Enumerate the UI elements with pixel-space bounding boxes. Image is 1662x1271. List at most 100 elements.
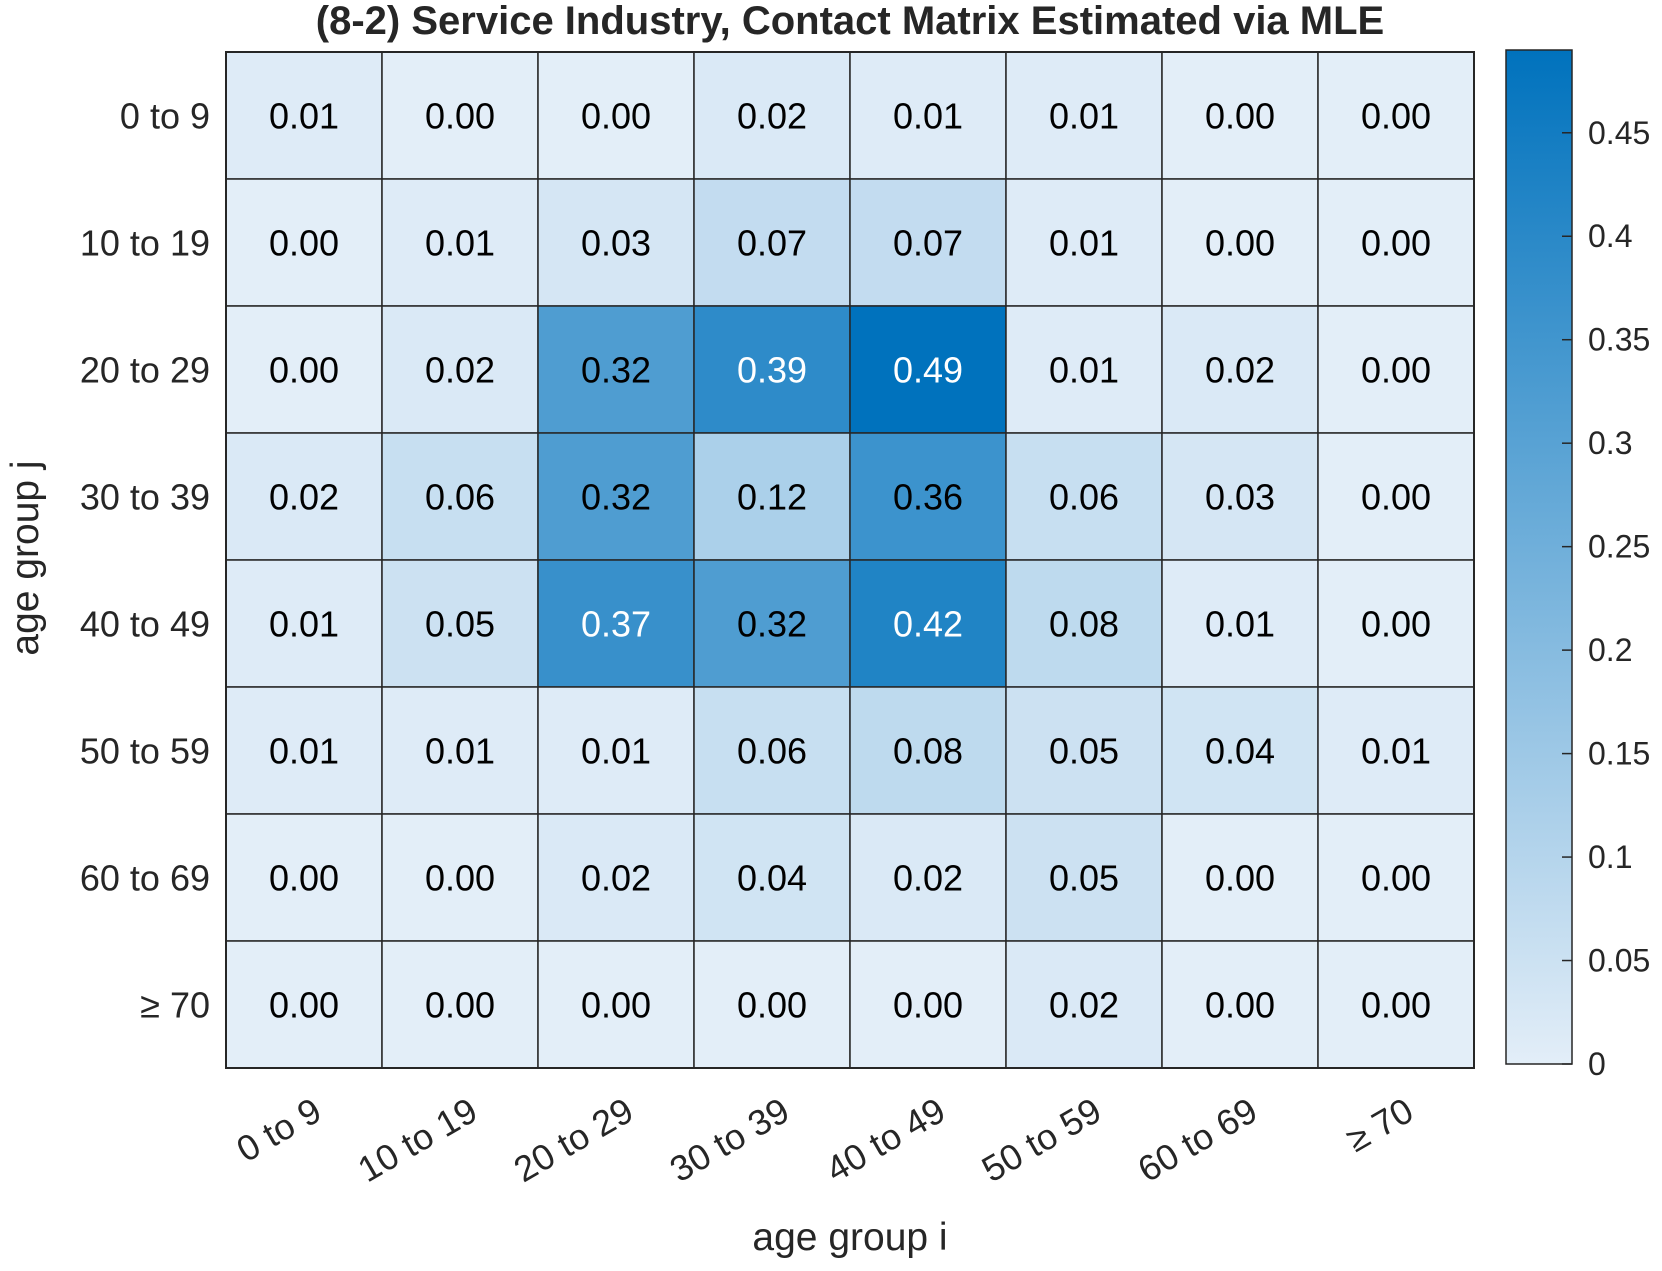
cell-value-label: 0.01 <box>425 731 495 772</box>
cell-value-label: 0.00 <box>1361 96 1431 137</box>
cell-value-label: 0.01 <box>269 731 339 772</box>
colorbar-tick-label: 0.05 <box>1588 943 1650 979</box>
heatmap-cell <box>381 305 539 434</box>
heatmap-cell <box>381 813 539 942</box>
chart-title: (8-2) Service Industry, Contact Matrix E… <box>316 0 1384 43</box>
heatmap-cell <box>849 559 1007 688</box>
y-tick-labels: 0 to 9 10 to 19 20 to 29 30 to 39 40 to 49 50… <box>80 96 210 1026</box>
heatmap-cells: 0.01 0.00 0.00 0.02 0.01 0.01 0.00 0.00 0.00 0.01… <box>225 51 1475 1069</box>
cell-value-label: 0.32 <box>737 604 807 645</box>
colorbar-tick-label: 0 <box>1588 1046 1606 1082</box>
heatmap-cell <box>1005 813 1163 942</box>
y-tick-label: 0 to 9 <box>120 96 210 137</box>
heatmap-cell <box>381 178 539 307</box>
heatmap-cell <box>849 432 1007 561</box>
cell-value-label: 0.00 <box>1361 223 1431 264</box>
colorbar-tick-label: 0.3 <box>1588 425 1632 461</box>
heatmap-cell <box>225 432 383 561</box>
y-tick-label: ≥ 70 <box>140 985 210 1026</box>
cell-value-label: 0.06 <box>1049 477 1119 518</box>
heatmap-cell <box>1161 432 1319 561</box>
heatmap-cell <box>225 51 383 180</box>
cell-value-label: 0.32 <box>581 350 651 391</box>
heatmap-cell <box>537 686 695 815</box>
heatmap-cell <box>1005 686 1163 815</box>
x-tick-label: 40 to 49 <box>819 1089 952 1190</box>
cell-value-label: 0.00 <box>269 985 339 1026</box>
cell-value-label: 0.39 <box>737 350 807 391</box>
colorbar: 0 0.05 0.1 0.15 0.2 0.25 0.3 0.35 0.4 0.45 <box>1505 49 1650 1082</box>
cell-value-label: 0.01 <box>581 731 651 772</box>
y-tick-label: 10 to 19 <box>80 223 210 264</box>
heatmap-cell <box>1317 813 1475 942</box>
heatmap-cell <box>537 432 695 561</box>
cell-value-label: 0.03 <box>1205 477 1275 518</box>
cell-value-label: 0.05 <box>1049 858 1119 899</box>
cell-value-label: 0.06 <box>737 731 807 772</box>
cell-value-label: 0.02 <box>1049 985 1119 1026</box>
cell-value-label: 0.00 <box>893 985 963 1026</box>
heatmap-cell <box>1317 686 1475 815</box>
cell-value-label: 0.08 <box>1049 604 1119 645</box>
heatmap-cell <box>849 305 1007 434</box>
heatmap-cell <box>1317 51 1475 180</box>
cell-value-label: 0.01 <box>1049 223 1119 264</box>
cell-value-label: 0.00 <box>1205 96 1275 137</box>
cell-value-label: 0.00 <box>1361 477 1431 518</box>
cell-value-label: 0.03 <box>581 223 651 264</box>
heatmap-cell <box>1161 686 1319 815</box>
x-tick-label: 60 to 69 <box>1131 1089 1264 1190</box>
cell-value-label: 0.00 <box>1205 985 1275 1026</box>
heatmap-cell <box>1161 813 1319 942</box>
cell-value-label: 0.00 <box>581 985 651 1026</box>
y-axis-label: age group j <box>4 460 47 655</box>
cell-value-label: 0.01 <box>425 223 495 264</box>
cell-value-label: 0.00 <box>1361 350 1431 391</box>
cell-value-label: 0.00 <box>1361 985 1431 1026</box>
heatmap-cell <box>1005 51 1163 180</box>
cell-value-label: 0.05 <box>425 604 495 645</box>
heatmap-cell <box>225 813 383 942</box>
heatmap-cell <box>849 178 1007 307</box>
cell-value-label: 0.02 <box>425 350 495 391</box>
heatmap-cell <box>1005 305 1163 434</box>
colorbar-tick-label: 0.25 <box>1588 529 1650 565</box>
cell-value-label: 0.42 <box>893 604 963 645</box>
cell-value-label: 0.12 <box>737 477 807 518</box>
y-tick-label: 60 to 69 <box>80 858 210 899</box>
cell-value-label: 0.00 <box>269 350 339 391</box>
cell-value-label: 0.49 <box>893 350 963 391</box>
cell-value-label: 0.02 <box>737 96 807 137</box>
heatmap-cell <box>849 686 1007 815</box>
heatmap-cell <box>537 813 695 942</box>
cell-value-label: 0.08 <box>893 731 963 772</box>
x-tick-labels: 0 to 9 10 to 19 20 to 29 30 to 39 40 to 49 50… <box>229 1089 1420 1190</box>
heatmap-cell <box>849 940 1007 1069</box>
y-tick-label: 30 to 39 <box>80 477 210 518</box>
colorbar-tick-label: 0.1 <box>1588 839 1632 875</box>
cell-value-label: 0.32 <box>581 477 651 518</box>
cell-value-label: 0.01 <box>1361 731 1431 772</box>
cell-value-label: 0.00 <box>1205 223 1275 264</box>
heatmap-cell <box>1317 559 1475 688</box>
colorbar-tick-label: 0.45 <box>1588 115 1650 151</box>
colorbar-gradient <box>1505 49 1573 1065</box>
heatmap-cell <box>1317 178 1475 307</box>
cell-value-label: 0.00 <box>425 985 495 1026</box>
x-tick-label: 20 to 29 <box>507 1089 640 1190</box>
x-axis-label: age group i <box>752 1216 947 1259</box>
heatmap-cell <box>693 51 851 180</box>
cell-value-label: 0.01 <box>1049 350 1119 391</box>
cell-value-label: 0.00 <box>425 858 495 899</box>
heatmap-cell <box>1005 178 1163 307</box>
y-tick-label: 50 to 59 <box>80 731 210 772</box>
heatmap-cell <box>693 432 851 561</box>
y-tick-label: 20 to 29 <box>80 350 210 391</box>
cell-value-label: 0.01 <box>1049 96 1119 137</box>
cell-value-label: 0.00 <box>581 96 651 137</box>
colorbar-tick-label: 0.4 <box>1588 218 1632 254</box>
colorbar-tick-label: 0.2 <box>1588 632 1632 668</box>
x-tick-label: 0 to 9 <box>229 1089 328 1170</box>
heatmap-cell <box>1161 305 1319 434</box>
